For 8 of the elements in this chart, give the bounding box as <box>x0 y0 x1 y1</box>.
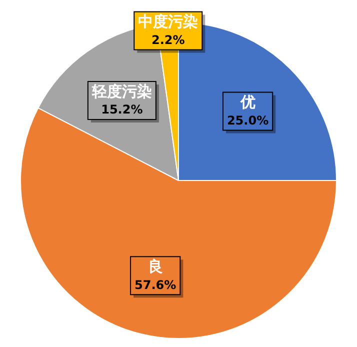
data-label: 25.0% <box>226 113 269 128</box>
slice-label: 良 <box>148 258 163 276</box>
slice-label: 轻度污染 <box>90 82 152 100</box>
data-label: 57.6% <box>134 278 176 292</box>
data-label: 2.2% <box>151 32 185 47</box>
data-label: 15.2% <box>101 102 143 117</box>
slice-label: 优 <box>239 93 256 112</box>
slice-label: 中度污染 <box>138 12 198 31</box>
